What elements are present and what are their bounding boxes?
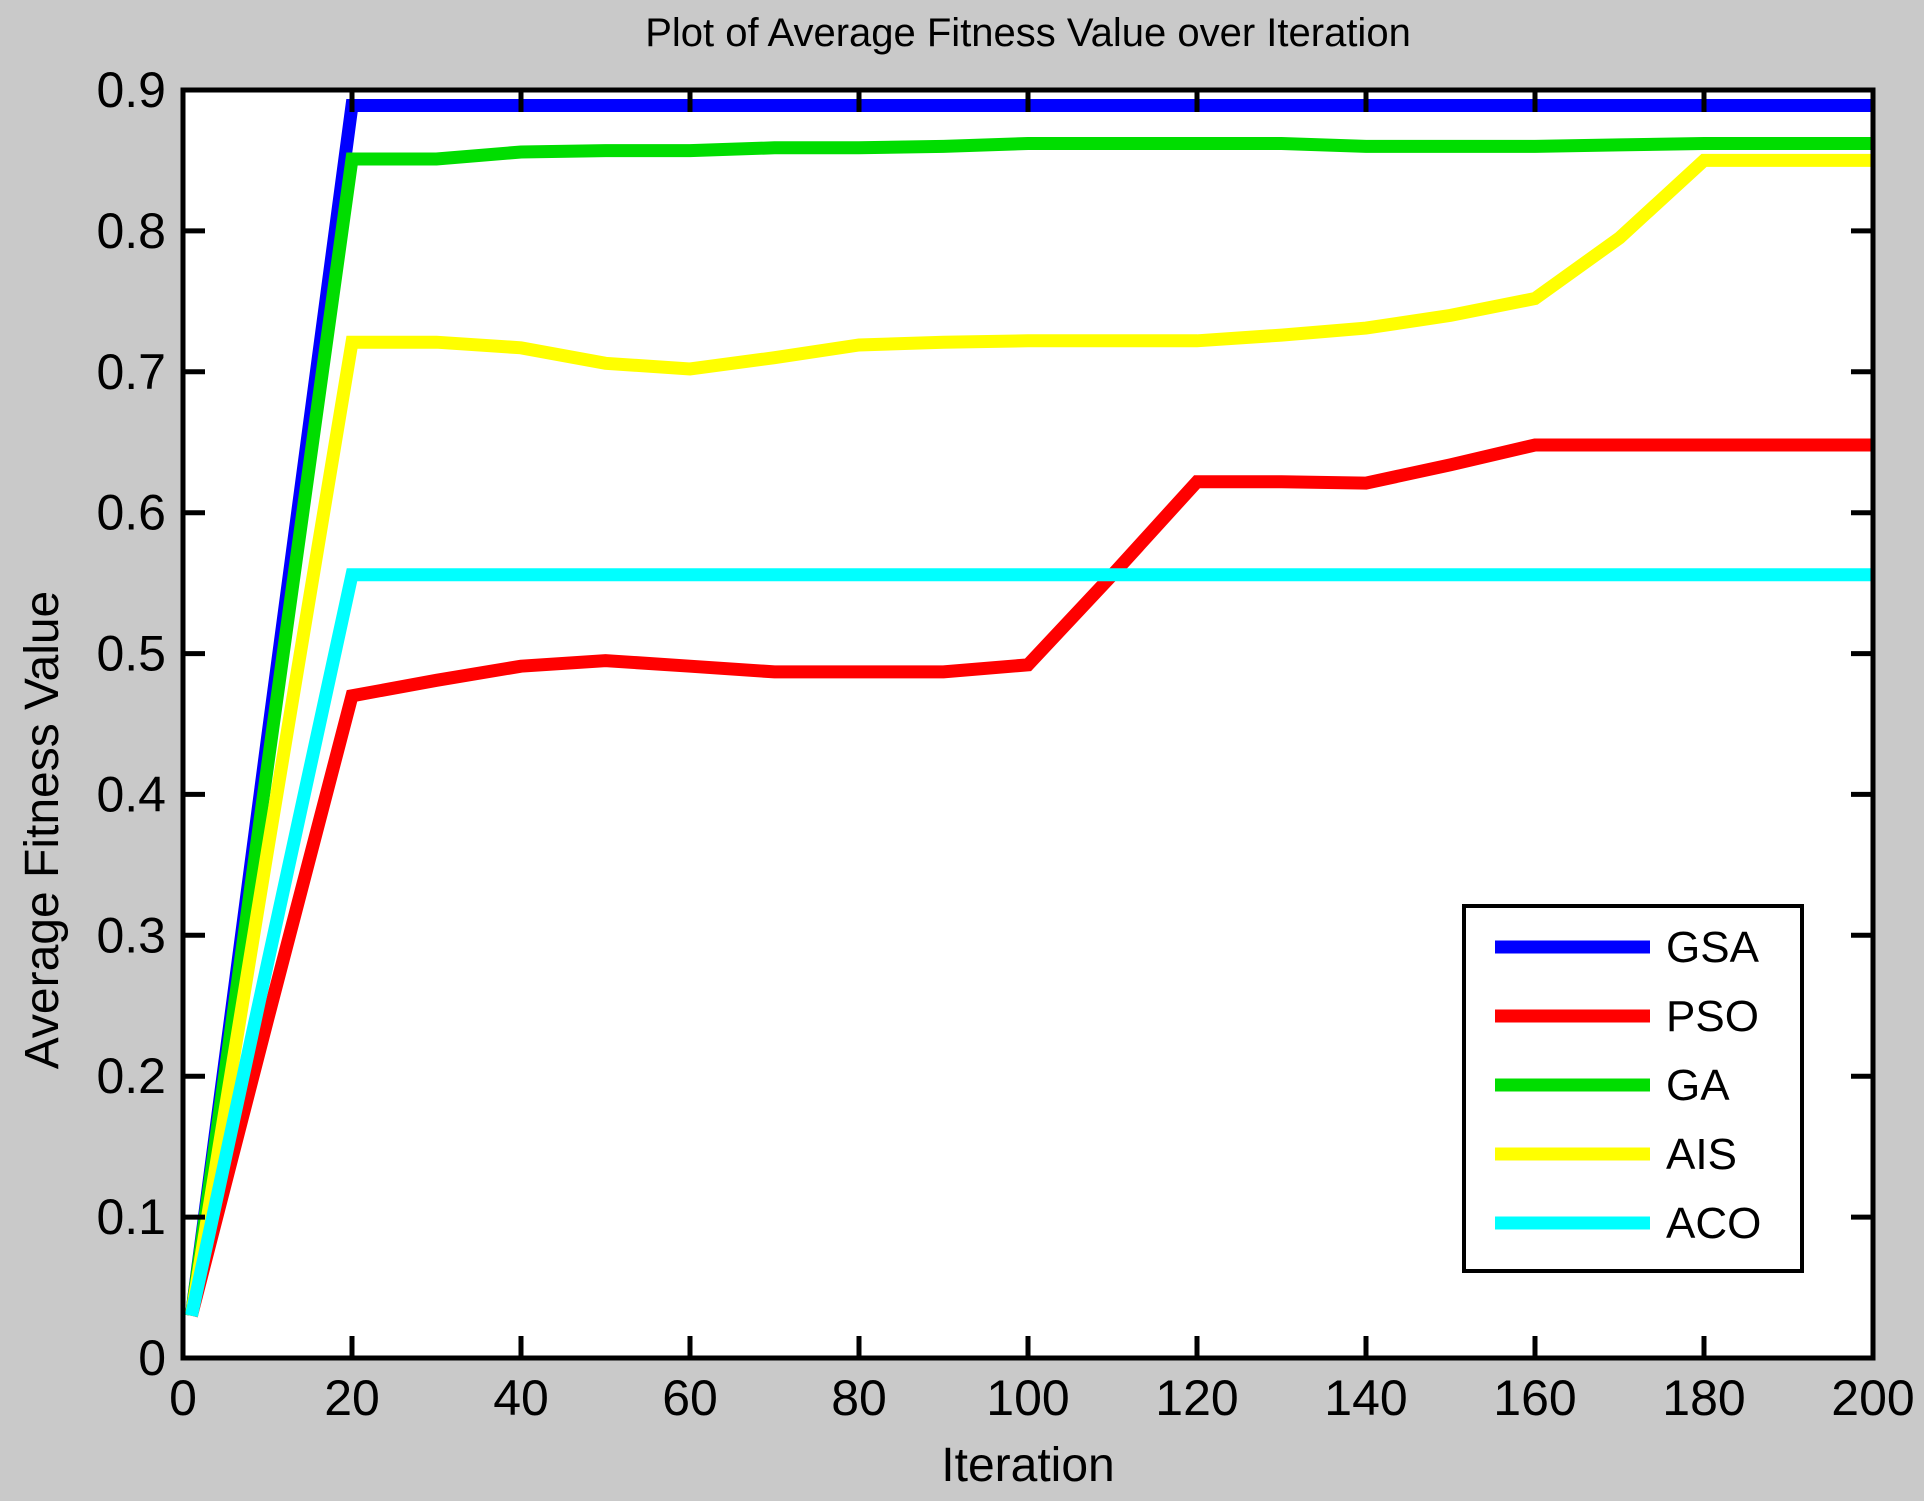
axis-layer — [180, 87, 1876, 1361]
legend-label-ga: GA — [1666, 1061, 1730, 1110]
legend-label-pso: PSO — [1666, 992, 1759, 1041]
x-tick-label: 140 — [1324, 1370, 1407, 1426]
legend-label-gsa: GSA — [1666, 923, 1760, 972]
series-layer — [184, 99, 1873, 1318]
legend: GSA PSO GA AIS ACO — [1462, 904, 1804, 1273]
y-axis-label: Average Fitness Value — [16, 591, 69, 1070]
y-tick-label: 0.2 — [96, 1048, 166, 1104]
y-tick-label: 0.4 — [96, 766, 166, 822]
series-line-pso — [185, 438, 1873, 1318]
tick-label-layer: 0 20 40 60 80 100 120 140 160 180 200 0 0.1 0.2 0.3 0.4… — [96, 62, 1914, 1426]
y-tick-label: 0.9 — [96, 62, 166, 118]
series-line-ga — [184, 137, 1873, 1317]
y-tick-label: 0 — [138, 1330, 166, 1386]
y-tick-label: 0.3 — [96, 907, 166, 963]
series-line-ais — [184, 153, 1873, 1317]
x-tick-label: 180 — [1662, 1370, 1745, 1426]
x-axis-label: Iteration — [941, 1439, 1114, 1492]
y-tick-label: 0.5 — [96, 626, 166, 682]
x-tick-label: 200 — [1831, 1370, 1914, 1426]
legend-label-aco: ACO — [1666, 1199, 1761, 1248]
y-tick-label: 0.8 — [96, 203, 166, 259]
x-tick-label: 20 — [324, 1370, 380, 1426]
x-tick-label: 120 — [1155, 1370, 1238, 1426]
x-tick-label: 0 — [169, 1370, 197, 1426]
x-tick-label: 160 — [1493, 1370, 1576, 1426]
y-tick-label: 0.7 — [96, 344, 166, 400]
x-tick-label: 100 — [986, 1370, 1069, 1426]
series-line-aco — [185, 568, 1873, 1318]
y-tick-label: 0.1 — [96, 1189, 166, 1245]
y-tick-label: 0.6 — [96, 485, 166, 541]
x-tick-label: 40 — [493, 1370, 549, 1426]
x-tick-label: 80 — [831, 1370, 887, 1426]
chart-title: Plot of Average Fitness Value over Itera… — [645, 11, 1411, 55]
x-tick-label: 60 — [662, 1370, 718, 1426]
legend-label-ais: AIS — [1666, 1130, 1737, 1179]
